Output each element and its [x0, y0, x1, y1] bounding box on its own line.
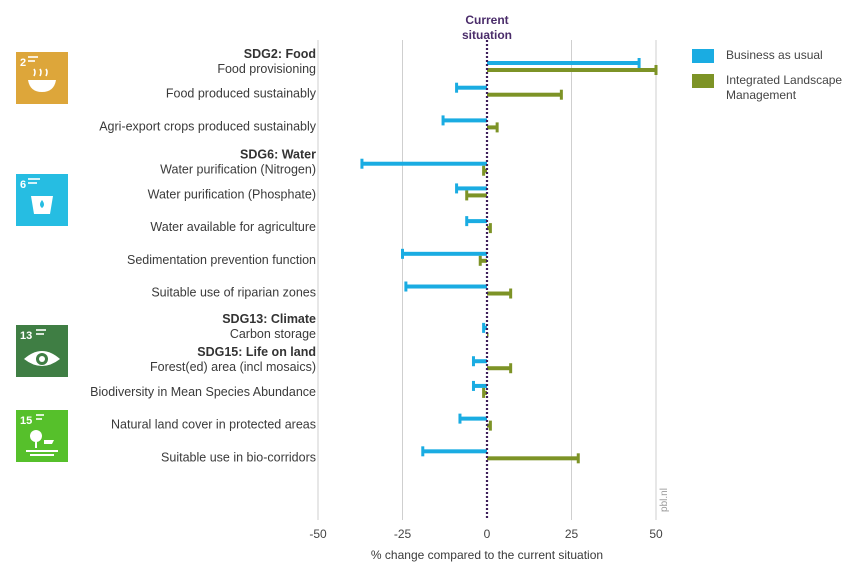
bar-business-as-usual	[473, 359, 487, 364]
x-tick-label: -25	[394, 527, 412, 541]
legend-label: Business as usual	[726, 48, 823, 62]
bar-business-as-usual	[487, 61, 640, 65]
bar-integrated-landscape-management	[487, 366, 511, 371]
row-label: Biodiversity in Mean Species Abundance	[90, 385, 316, 399]
bar-integrated-landscape-management	[487, 68, 656, 72]
bar-integrated-landscape-management	[487, 423, 491, 428]
row-label: Water purification (Nitrogen)	[160, 163, 316, 177]
bar-end-cap	[637, 58, 641, 68]
bar-integrated-landscape-management	[487, 456, 579, 461]
bar-business-as-usual	[459, 416, 487, 421]
bar-end-cap	[509, 288, 513, 299]
bar-end-cap	[482, 387, 486, 398]
sdg2-zero-hunger-icon: 2	[16, 52, 68, 104]
x-tick-label: 50	[649, 527, 663, 541]
bar-end-cap	[465, 216, 469, 227]
bar-end-cap	[401, 248, 404, 259]
bar-integrated-landscape-management	[487, 291, 511, 296]
bar-end-cap	[458, 413, 462, 424]
bar-end-cap	[441, 115, 445, 126]
row-label: Water available for agriculture	[150, 220, 316, 234]
bar-business-as-usual	[466, 219, 487, 224]
bar-business-as-usual	[402, 251, 487, 256]
bar-end-cap	[654, 65, 658, 75]
bar-business-as-usual	[456, 85, 487, 90]
bar-integrated-landscape-management	[483, 390, 487, 395]
row-label: Food provisioning	[217, 62, 316, 76]
legend-swatch-ilm	[692, 74, 714, 88]
x-tick-label: 25	[565, 527, 579, 541]
svg-text:6: 6	[20, 179, 26, 191]
group-heading: SDG15: Life on land	[197, 345, 316, 359]
bar-integrated-landscape-management	[480, 258, 487, 263]
row-label: Water purification (Phosphate)	[148, 187, 316, 201]
bar-integrated-landscape-management	[487, 92, 562, 97]
bar-end-cap	[482, 322, 486, 333]
row-label: Carbon storage	[230, 327, 316, 341]
row-label: Agri-export crops produced sustainably	[99, 119, 317, 133]
x-axis-label: % change compared to the current situati…	[371, 548, 603, 562]
sdg13-climate-action-icon: 13	[16, 325, 68, 377]
bar-end-cap	[465, 190, 469, 201]
bar-end-cap	[488, 223, 492, 234]
bar-end-cap	[360, 158, 364, 169]
current-situation-label: situation	[462, 28, 512, 42]
svg-text:2: 2	[20, 57, 26, 69]
bar-business-as-usual	[483, 325, 487, 330]
x-tick-label: -50	[309, 527, 327, 541]
bar-integrated-landscape-management	[483, 168, 487, 173]
sdg6-clean-water-icon: 6	[16, 174, 68, 226]
bar-integrated-landscape-management	[466, 193, 487, 198]
bar-end-cap	[509, 363, 513, 374]
bar-end-cap	[455, 183, 459, 194]
row-label: Suitable use of riparian zones	[151, 286, 316, 300]
bar-end-cap	[455, 82, 459, 93]
bar-business-as-usual	[473, 383, 487, 388]
current-situation-label: Current	[465, 13, 508, 27]
bar-end-cap	[488, 420, 492, 431]
bar-end-cap	[421, 446, 425, 457]
watermark: pbl.nl	[659, 488, 670, 512]
bar-business-as-usual	[361, 161, 487, 166]
bar-business-as-usual	[405, 284, 487, 289]
bar-business-as-usual	[456, 186, 487, 191]
svg-text:13: 13	[20, 330, 32, 342]
bar-end-cap	[495, 122, 499, 133]
bar-integrated-landscape-management	[487, 125, 498, 130]
legend-item-business-as-usual: Business as usual	[692, 48, 854, 63]
legend-swatch-bau	[692, 49, 714, 63]
row-label: Natural land cover in protected areas	[111, 418, 316, 432]
bar-integrated-landscape-management	[487, 332, 489, 337]
group-heading: SDG2: Food	[244, 47, 316, 61]
bar-integrated-landscape-management	[487, 226, 491, 231]
row-label: Sedimentation prevention function	[127, 253, 316, 267]
legend-item-integrated-landscape-management: Integrated Landscape Management	[692, 73, 854, 103]
bar-end-cap	[576, 453, 580, 464]
row-label: Forest(ed) area (incl mosaics)	[150, 360, 316, 374]
svg-text:15: 15	[20, 415, 32, 427]
bar-end-cap	[471, 380, 475, 391]
x-tick-label: 0	[484, 527, 491, 541]
group-heading: SDG13: Climate	[222, 312, 316, 326]
row-label: Suitable use in bio-corridors	[161, 450, 316, 464]
group-heading: SDG6: Water	[240, 148, 316, 162]
bar-end-cap	[482, 165, 486, 176]
bar-end-cap	[471, 356, 475, 367]
bar-end-cap	[404, 281, 408, 292]
bar-end-cap	[559, 89, 563, 100]
legend: Business as usual Integrated Landscape M…	[692, 48, 854, 113]
row-label: Food produced sustainably	[166, 87, 317, 101]
bar-business-as-usual	[443, 118, 487, 123]
bar-business-as-usual	[422, 449, 487, 454]
bar-end-cap	[478, 255, 482, 266]
sdg15-life-on-land-icon: 15	[16, 410, 68, 462]
legend-label: Integrated Landscape Management	[726, 73, 843, 102]
